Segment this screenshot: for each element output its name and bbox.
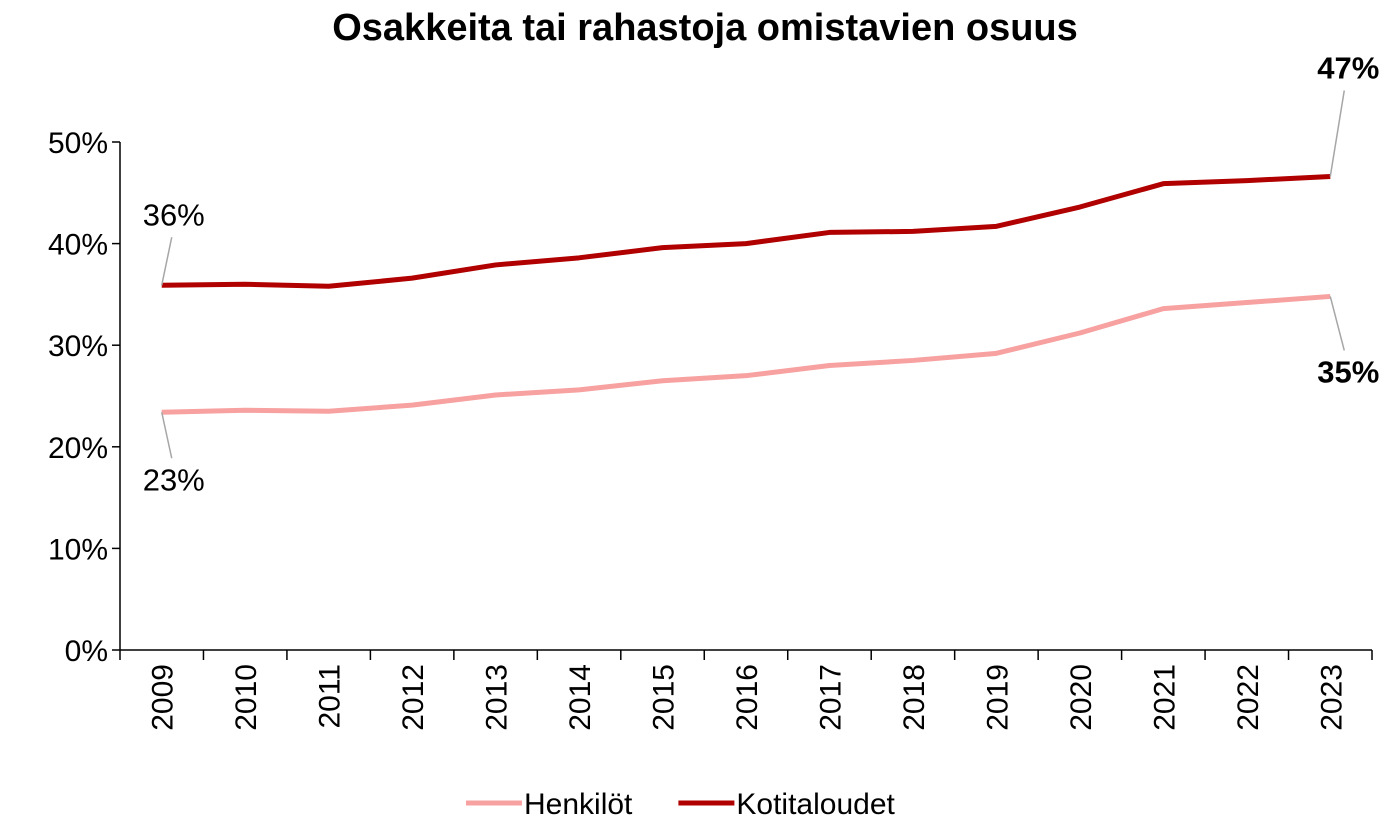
x-tick-label: 2011 — [314, 664, 347, 729]
data-label: 36% — [143, 197, 205, 232]
x-tick-label: 2016 — [731, 664, 764, 731]
y-tick-label: 50% — [48, 127, 108, 160]
y-tick-label: 20% — [48, 432, 108, 465]
y-tick-label: 40% — [48, 229, 108, 262]
x-tick-label: 2019 — [981, 664, 1014, 731]
y-tick-label: 0% — [65, 635, 108, 668]
leader-line — [161, 412, 173, 459]
x-tick-label: 2023 — [1315, 664, 1348, 731]
data-label: 47% — [1317, 51, 1379, 86]
leader-line — [160, 237, 173, 286]
legend-label: Kotitaloudet — [736, 788, 895, 819]
leader-line — [1329, 90, 1346, 177]
x-tick-label: 2022 — [1232, 664, 1265, 731]
x-tick-label: 2009 — [147, 664, 180, 731]
series-line — [161, 293, 1331, 415]
x-tick-label: 2010 — [230, 664, 263, 731]
x-tick-label: 2017 — [814, 664, 847, 731]
x-tick-label: 2021 — [1148, 664, 1181, 731]
y-tick-label: 10% — [48, 533, 108, 566]
x-tick-label: 2020 — [1065, 664, 1098, 731]
x-tick-label: 2018 — [898, 664, 931, 731]
x-tick-label: 2015 — [648, 664, 681, 731]
legend-label: Henkilöt — [524, 788, 633, 819]
data-label: 35% — [1317, 354, 1379, 389]
series-line — [161, 174, 1331, 289]
chart-title: Osakkeita tai rahastoja omistavien osuus — [332, 7, 1078, 49]
leader-line — [1329, 296, 1345, 351]
y-tick-label: 30% — [48, 330, 108, 363]
x-tick-label: 2012 — [397, 664, 430, 731]
data-label: 23% — [143, 462, 205, 497]
x-tick-label: 2014 — [564, 664, 597, 731]
x-tick-label: 2013 — [481, 664, 514, 731]
